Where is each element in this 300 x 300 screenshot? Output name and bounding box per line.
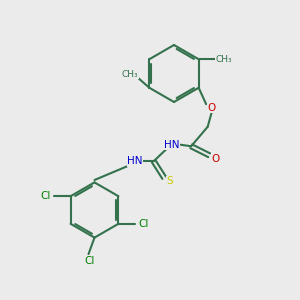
Text: Cl: Cl [84, 256, 94, 266]
Text: O: O [208, 103, 216, 113]
Text: HN: HN [127, 156, 143, 166]
Text: Cl: Cl [138, 219, 148, 229]
Text: O: O [212, 154, 220, 164]
Text: CH₃: CH₃ [122, 70, 138, 79]
Text: HN: HN [164, 140, 179, 150]
Text: S: S [166, 176, 173, 186]
Text: Cl: Cl [40, 191, 51, 201]
Text: CH₃: CH₃ [215, 55, 232, 64]
